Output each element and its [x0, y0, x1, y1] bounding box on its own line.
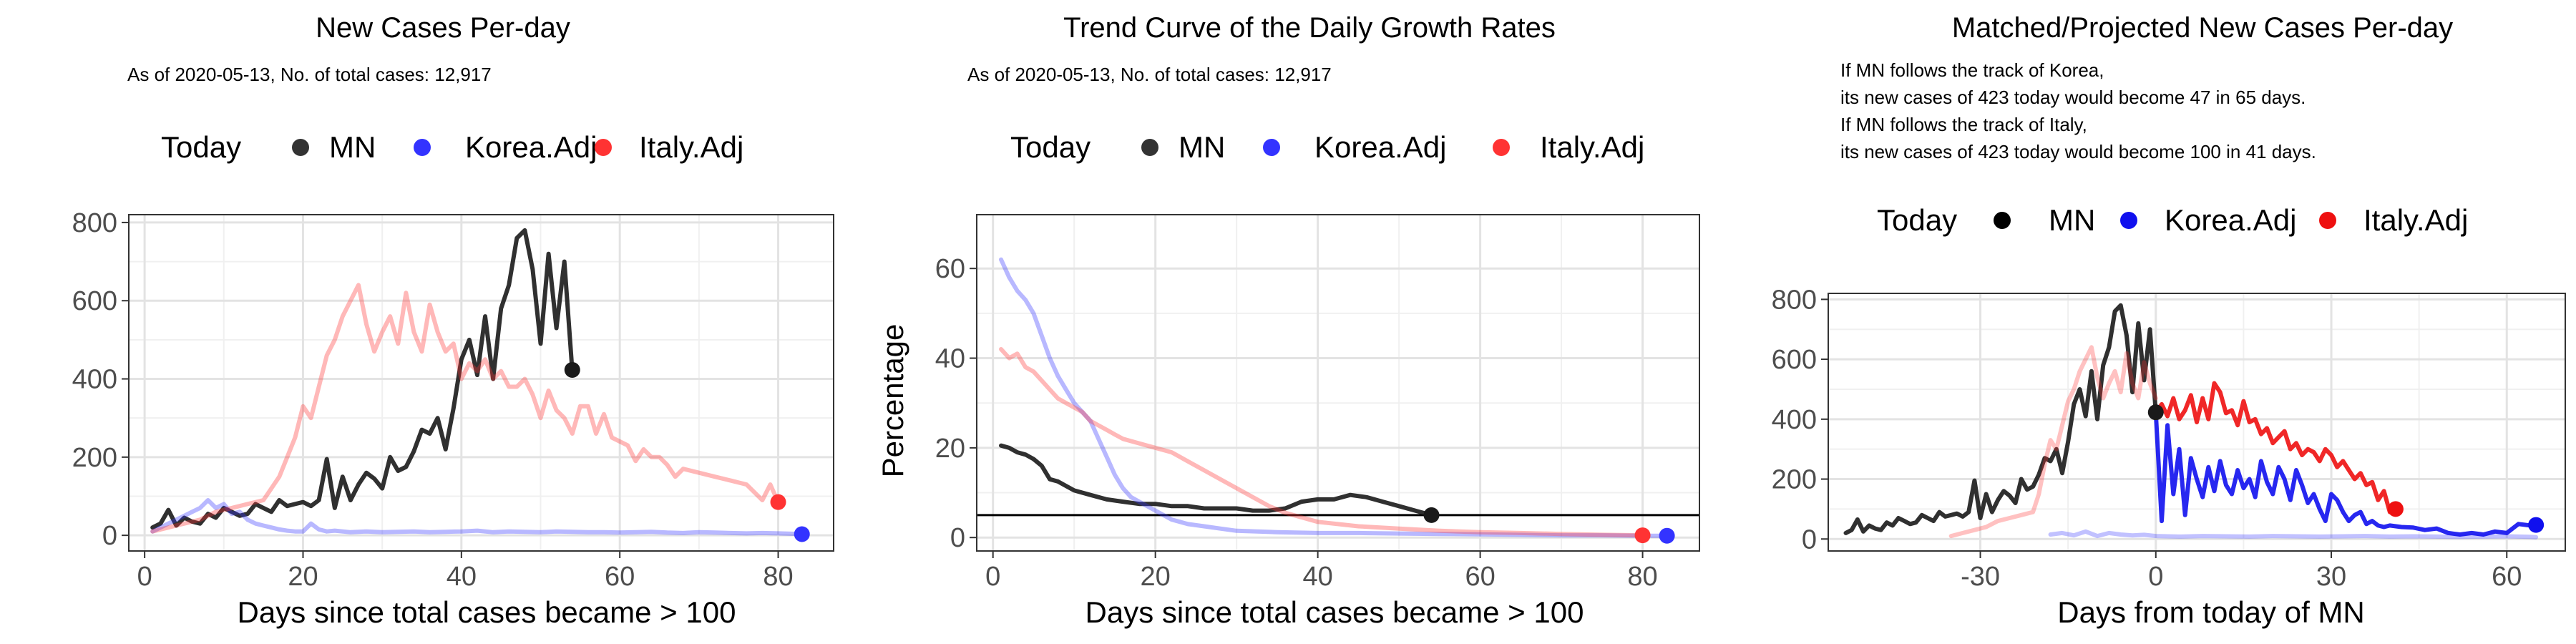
- panel-2-subtitle: As of 2020-05-13, No. of total cases: 12…: [967, 64, 1332, 85]
- today-point: [2528, 517, 2545, 533]
- series-line: [1948, 345, 2158, 539]
- series-line: [2048, 529, 2539, 540]
- tick-label-y: 0: [950, 523, 965, 553]
- panel-2-ylabel: Percentage: [876, 324, 909, 478]
- tick-label-x: 40: [447, 562, 477, 592]
- tick-label-x: -30: [1961, 562, 2000, 592]
- tick-label-x: 0: [985, 562, 1000, 592]
- plot-background: [129, 215, 834, 551]
- plot-area: 0 20 40 60 0 20 40 60 80: [935, 214, 1700, 592]
- legend-label-italy: Italy.Adj: [639, 130, 743, 164]
- panel-projected: Matched/Projected New Cases Per-day If M…: [1772, 12, 2566, 629]
- tick-label-y: 20: [935, 434, 965, 464]
- legend-key-korea: [1263, 139, 1280, 156]
- panel-2-legend: Today MN Korea.Adj Italy.Adj: [1010, 130, 1644, 164]
- tick-label-y: 400: [72, 365, 117, 395]
- series-line: [150, 283, 781, 534]
- panel-2-title: Trend Curve of the Daily Growth Rates: [1063, 12, 1556, 44]
- legend-key-italy: [2319, 212, 2336, 229]
- today-point: [794, 526, 810, 542]
- tick-label-x: 80: [1627, 562, 1657, 592]
- panel-3-title: Matched/Projected New Cases Per-day: [1952, 12, 2453, 44]
- plot-area: 0 200 400 600 800 -30 0 30 60: [1772, 285, 2566, 592]
- series-line: [1843, 303, 2158, 535]
- legend-title: Today: [1010, 130, 1091, 164]
- legend-key-mn: [1994, 212, 2011, 229]
- legend-label-korea: Korea.Adj: [2165, 203, 2296, 237]
- tick-label-y: 200: [1772, 465, 1817, 495]
- legend-label-korea: Korea.Adj: [1314, 130, 1446, 164]
- panel-3-legend: Today MN Korea.Adj Italy.Adj: [1877, 203, 2468, 237]
- panel-3-xlabel: Days from today of MN: [2057, 595, 2364, 629]
- tick-label-y: 200: [72, 443, 117, 473]
- today-point: [1634, 527, 1651, 544]
- legend-key-mn: [1141, 139, 1158, 156]
- legend-label-italy: Italy.Adj: [2363, 203, 2468, 237]
- series-line: [999, 347, 1645, 538]
- series-line: [999, 443, 1434, 517]
- panel-3-note-1: If MN follows the track of Korea,: [1840, 59, 2104, 81]
- legend-title: Today: [161, 130, 241, 164]
- tick-label-x: 20: [1141, 562, 1171, 592]
- panel-new-cases: New Cases Per-day As of 2020-05-13, No. …: [72, 12, 834, 629]
- legend-label-korea: Korea.Adj: [465, 130, 597, 164]
- tick-label-x: 60: [1465, 562, 1495, 592]
- panel-growth-rates: Trend Curve of the Daily Growth Rates As…: [876, 12, 1700, 629]
- tick-label-x: 30: [2316, 562, 2346, 592]
- legend-key-korea: [414, 139, 431, 156]
- plot-background: [977, 215, 1699, 551]
- tick-label-x: 20: [288, 562, 318, 592]
- tick-label-x: 60: [605, 562, 635, 592]
- legend-key-korea: [2120, 212, 2137, 229]
- panel-border: [128, 214, 834, 552]
- panel-1-legend: Today MN Korea.Adj Italy.Adj: [161, 130, 743, 164]
- tick-label-y: 60: [935, 254, 965, 284]
- tick-label-y: 600: [72, 286, 117, 316]
- tick-label-y: 0: [102, 521, 117, 551]
- panel-border: [1828, 293, 2566, 552]
- legend-title: Today: [1877, 203, 1957, 237]
- series-line: [2153, 411, 2539, 537]
- tick-label-x: 0: [137, 562, 152, 592]
- series-line: [2153, 381, 2398, 514]
- tick-label-x: 0: [2148, 562, 2163, 592]
- today-point: [2387, 501, 2404, 517]
- legend-key-italy: [595, 139, 612, 156]
- today-point: [770, 494, 786, 510]
- legend-key-mn: [292, 139, 309, 156]
- legend-label-mn: MN: [329, 130, 376, 164]
- tick-label-y: 800: [1772, 285, 1817, 315]
- panel-1-subtitle: As of 2020-05-13, No. of total cases: 12…: [127, 64, 492, 85]
- today-point: [1423, 507, 1440, 523]
- tick-label-y: 40: [935, 344, 965, 374]
- panel-3-note-4: its new cases of 423 today would become …: [1840, 141, 2316, 162]
- today-point: [564, 361, 580, 378]
- legend-label-italy: Italy.Adj: [1540, 130, 1644, 164]
- legend-key-italy: [1493, 139, 1510, 156]
- panel-border: [976, 214, 1700, 552]
- tick-label-y: 600: [1772, 345, 1817, 375]
- panel-2-xlabel: Days since total cases became > 100: [1085, 595, 1584, 629]
- tick-label-y: 400: [1772, 405, 1817, 435]
- series-line: [150, 228, 575, 530]
- panel-3-note-2: its new cases of 423 today would become …: [1840, 87, 2306, 108]
- plot-area: 0 200 400 600 800 0 20 40 60 80: [72, 208, 834, 592]
- panel-1-title: New Cases Per-day: [316, 12, 570, 44]
- tick-label-y: 800: [72, 208, 117, 238]
- tick-label-x: 40: [1302, 562, 1332, 592]
- panel-3-note-3: If MN follows the track of Italy,: [1840, 114, 2087, 135]
- tick-label-x: 60: [2492, 562, 2522, 592]
- series-line: [999, 257, 1669, 538]
- tick-label-x: 80: [763, 562, 793, 592]
- today-point: [1659, 527, 1675, 544]
- today-point: [2147, 404, 2164, 421]
- tick-label-y: 0: [1802, 525, 1817, 555]
- legend-label-mn: MN: [2049, 203, 2095, 237]
- panel-1-xlabel: Days since total cases became > 100: [238, 595, 736, 629]
- legend-label-mn: MN: [1179, 130, 1225, 164]
- series-line: [150, 498, 804, 537]
